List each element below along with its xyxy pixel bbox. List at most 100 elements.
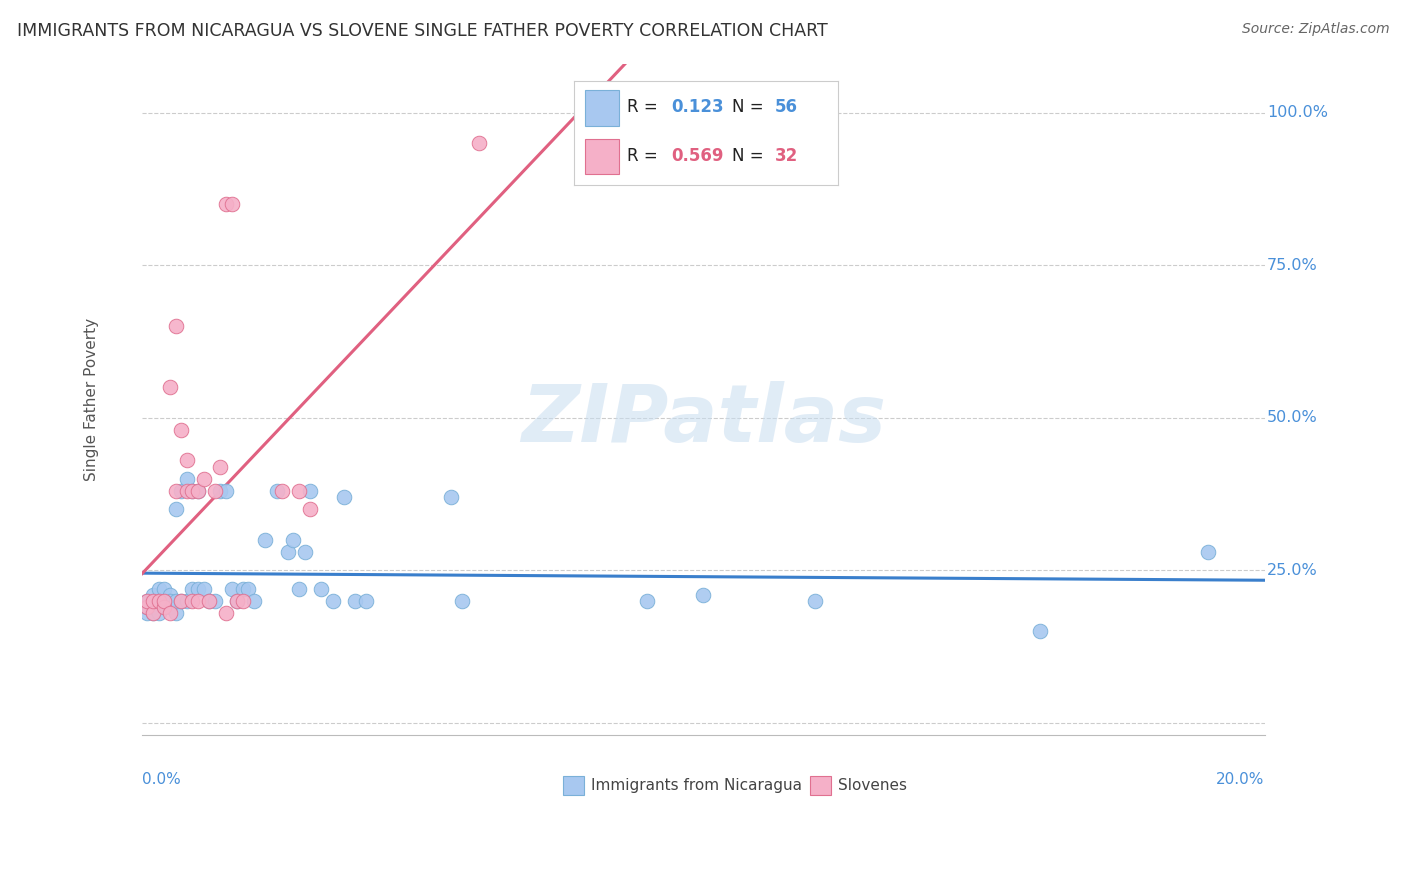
Point [271, 483, 294, 498]
Point [170, 423, 193, 437]
Point [1029, 624, 1052, 639]
Text: Immigrants from Nicaragua: Immigrants from Nicaragua [591, 778, 801, 793]
Point [311, 582, 333, 596]
Point [176, 593, 198, 607]
Point [283, 533, 305, 547]
Text: 0.0%: 0.0% [142, 772, 180, 787]
Point [153, 582, 176, 596]
Point [254, 533, 277, 547]
Point [450, 593, 472, 607]
Point [136, 599, 159, 614]
Point [322, 593, 344, 607]
Point [333, 490, 356, 504]
Point [187, 483, 209, 498]
Point [232, 593, 254, 607]
Point [238, 582, 260, 596]
Point [142, 593, 165, 607]
Point [181, 483, 204, 498]
Point [136, 593, 159, 607]
Point [181, 582, 204, 596]
Point [221, 582, 243, 596]
Point [136, 606, 159, 620]
Point [136, 593, 159, 607]
Point [215, 483, 238, 498]
Text: 25.0%: 25.0% [1267, 563, 1317, 578]
Point [142, 599, 165, 614]
Point [148, 593, 170, 607]
Text: Single Father Poverty: Single Father Poverty [84, 318, 98, 481]
Point [277, 545, 299, 559]
Point [344, 593, 367, 607]
Point [165, 606, 187, 620]
Point [198, 593, 221, 607]
Point [226, 593, 249, 607]
Point [193, 472, 215, 486]
Point [165, 483, 187, 498]
Point [159, 599, 181, 614]
Point [170, 593, 193, 607]
Text: 100.0%: 100.0% [1267, 105, 1327, 120]
Point [187, 483, 209, 498]
Point [142, 593, 165, 607]
Bar [562, 777, 583, 796]
Text: IMMIGRANTS FROM NICARAGUA VS SLOVENE SINGLE FATHER POVERTY CORRELATION CHART: IMMIGRANTS FROM NICARAGUA VS SLOVENE SIN… [17, 22, 828, 40]
Point [299, 483, 322, 498]
Point [181, 593, 204, 607]
Point [187, 593, 209, 607]
Point [209, 459, 232, 474]
Point [176, 483, 198, 498]
Point [153, 599, 176, 614]
Point [148, 606, 170, 620]
Point [288, 582, 311, 596]
Point [636, 593, 658, 607]
Point [356, 593, 378, 607]
Point [142, 606, 165, 620]
Point [165, 502, 187, 516]
Text: 20.0%: 20.0% [1216, 772, 1264, 787]
Point [153, 593, 176, 607]
Point [294, 545, 316, 559]
Point [176, 453, 198, 467]
Point [209, 483, 232, 498]
Point [159, 588, 181, 602]
Point [148, 593, 170, 607]
Text: 75.0%: 75.0% [1267, 258, 1317, 273]
Point [136, 599, 159, 614]
Point [1197, 545, 1219, 559]
Text: Source: ZipAtlas.com: Source: ZipAtlas.com [1241, 22, 1389, 37]
Point [288, 483, 311, 498]
Point [692, 588, 714, 602]
Point [804, 593, 827, 607]
Text: 50.0%: 50.0% [1267, 410, 1317, 425]
Point [142, 606, 165, 620]
Point [170, 483, 193, 498]
Point [165, 593, 187, 607]
Point [467, 136, 489, 151]
Point [439, 490, 461, 504]
Point [181, 483, 204, 498]
Point [159, 380, 181, 394]
Point [159, 593, 181, 607]
Bar [810, 777, 831, 796]
Point [148, 582, 170, 596]
Point [215, 606, 238, 620]
Point [153, 599, 176, 614]
Point [232, 582, 254, 596]
Point [170, 593, 193, 607]
Point [142, 588, 165, 602]
Point [221, 197, 243, 211]
Text: Slovenes: Slovenes [838, 778, 907, 793]
Point [198, 593, 221, 607]
Point [204, 483, 226, 498]
Point [215, 197, 238, 211]
Text: ZIPatlas: ZIPatlas [520, 381, 886, 458]
Point [187, 582, 209, 596]
Point [165, 319, 187, 334]
Point [159, 606, 181, 620]
Point [193, 582, 215, 596]
Point [266, 483, 288, 498]
Point [243, 593, 266, 607]
Point [204, 593, 226, 607]
Point [226, 593, 249, 607]
Point [153, 593, 176, 607]
